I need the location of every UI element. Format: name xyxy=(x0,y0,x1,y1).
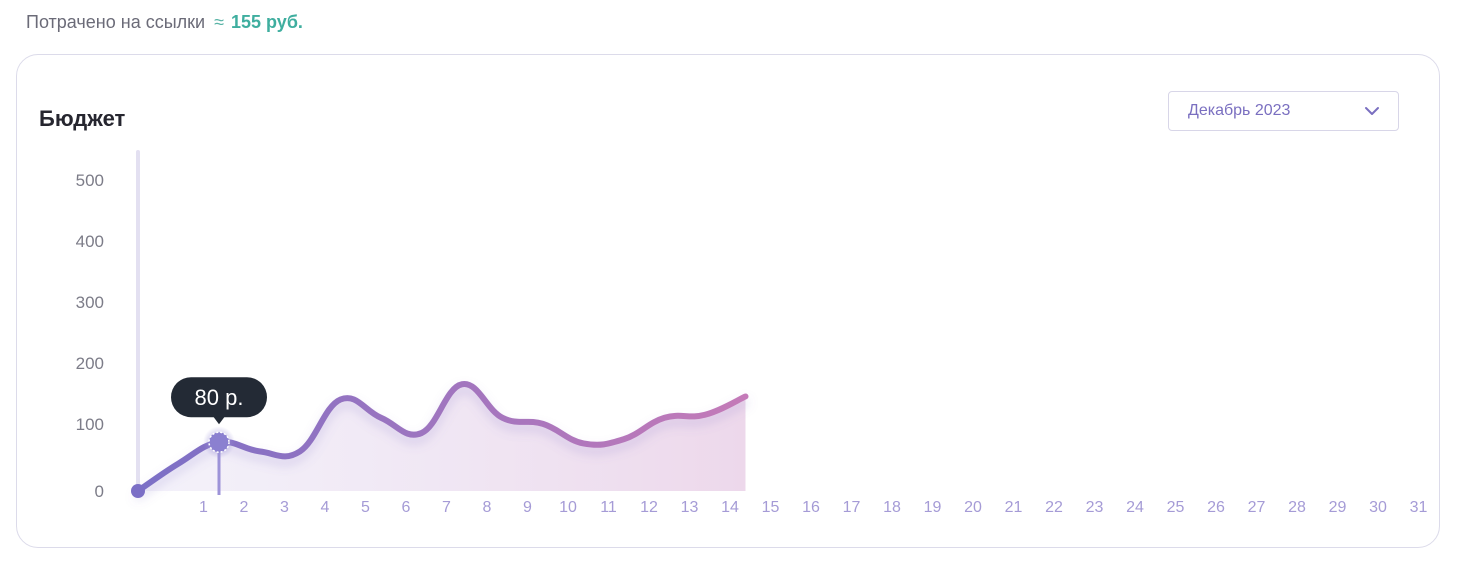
x-tick-label: 7 xyxy=(442,499,451,516)
x-tick-label: 4 xyxy=(321,499,330,516)
x-tick-label: 27 xyxy=(1248,499,1266,516)
x-tick-label: 6 xyxy=(402,499,411,516)
data-point[interactable] xyxy=(540,421,546,427)
y-tick-label: 0 xyxy=(95,482,104,501)
x-tick-label: 29 xyxy=(1329,499,1347,516)
x-tick-label: 1 xyxy=(199,499,208,516)
chevron-down-icon xyxy=(1365,107,1379,115)
data-point[interactable] xyxy=(338,397,344,403)
y-tick-label: 200 xyxy=(76,354,104,373)
data-point[interactable] xyxy=(500,415,506,421)
approx-sign: ≈ xyxy=(214,12,224,32)
data-point[interactable] xyxy=(176,461,182,467)
x-tick-label: 28 xyxy=(1288,499,1306,516)
data-point[interactable] xyxy=(702,412,708,418)
y-tick-label: 500 xyxy=(76,171,104,190)
spent-label: Потрачено на ссылки xyxy=(26,12,206,32)
x-tick-label: 11 xyxy=(600,499,617,516)
spent-summary: Потрачено на ссылки ≈ 155 руб. xyxy=(26,12,303,33)
tooltip-text: 80 р. xyxy=(195,385,244,410)
y-tick-label: 400 xyxy=(76,232,104,251)
x-tick-label: 30 xyxy=(1369,499,1387,516)
spent-amount: 155 руб. xyxy=(231,12,303,32)
y-tick-label: 100 xyxy=(76,415,104,434)
x-tick-label: 26 xyxy=(1207,499,1225,516)
x-tick-label: 3 xyxy=(280,499,289,516)
x-tick-label: 2 xyxy=(240,499,249,516)
x-tick-label: 17 xyxy=(843,499,861,516)
x-tick-label: 31 xyxy=(1410,499,1428,516)
x-tick-label: 5 xyxy=(361,499,370,516)
series-area xyxy=(138,384,746,491)
x-tick-label: 24 xyxy=(1126,499,1144,516)
month-select-value: Декабрь 2023 xyxy=(1188,102,1291,119)
x-tick-label: 13 xyxy=(681,499,699,516)
card-title: Бюджет xyxy=(39,106,126,131)
x-tick-label: 22 xyxy=(1045,499,1063,516)
data-point[interactable] xyxy=(459,381,465,387)
data-point[interactable] xyxy=(581,440,587,446)
x-tick-label: 20 xyxy=(964,499,982,516)
x-tick-label: 25 xyxy=(1167,499,1185,516)
x-tick-label: 9 xyxy=(523,499,532,516)
data-point[interactable] xyxy=(621,436,627,442)
tooltip-box xyxy=(171,377,267,418)
x-tick-label: 21 xyxy=(1005,499,1023,516)
x-tick-label: 14 xyxy=(721,499,739,516)
data-point[interactable] xyxy=(743,393,749,399)
x-tick-label: 15 xyxy=(762,499,780,516)
month-select[interactable]: Декабрь 2023 xyxy=(1168,91,1399,131)
data-point[interactable] xyxy=(257,448,263,454)
x-tick-label: 18 xyxy=(883,499,901,516)
start-dot xyxy=(131,484,145,498)
data-point[interactable] xyxy=(662,415,668,421)
x-tick-label: 10 xyxy=(559,499,577,516)
x-tick-label: 8 xyxy=(483,499,492,516)
data-point[interactable] xyxy=(419,430,425,436)
data-point[interactable] xyxy=(297,448,303,454)
data-point[interactable] xyxy=(378,415,384,421)
y-tick-label: 300 xyxy=(76,293,104,312)
tooltip-pointer xyxy=(213,416,225,425)
x-tick-label: 23 xyxy=(1086,499,1104,516)
highlight-point[interactable] xyxy=(208,431,230,453)
x-tick-label: 16 xyxy=(802,499,820,516)
series-line xyxy=(135,381,749,494)
x-tick-label: 19 xyxy=(924,499,942,516)
x-tick-label: 12 xyxy=(640,499,658,516)
